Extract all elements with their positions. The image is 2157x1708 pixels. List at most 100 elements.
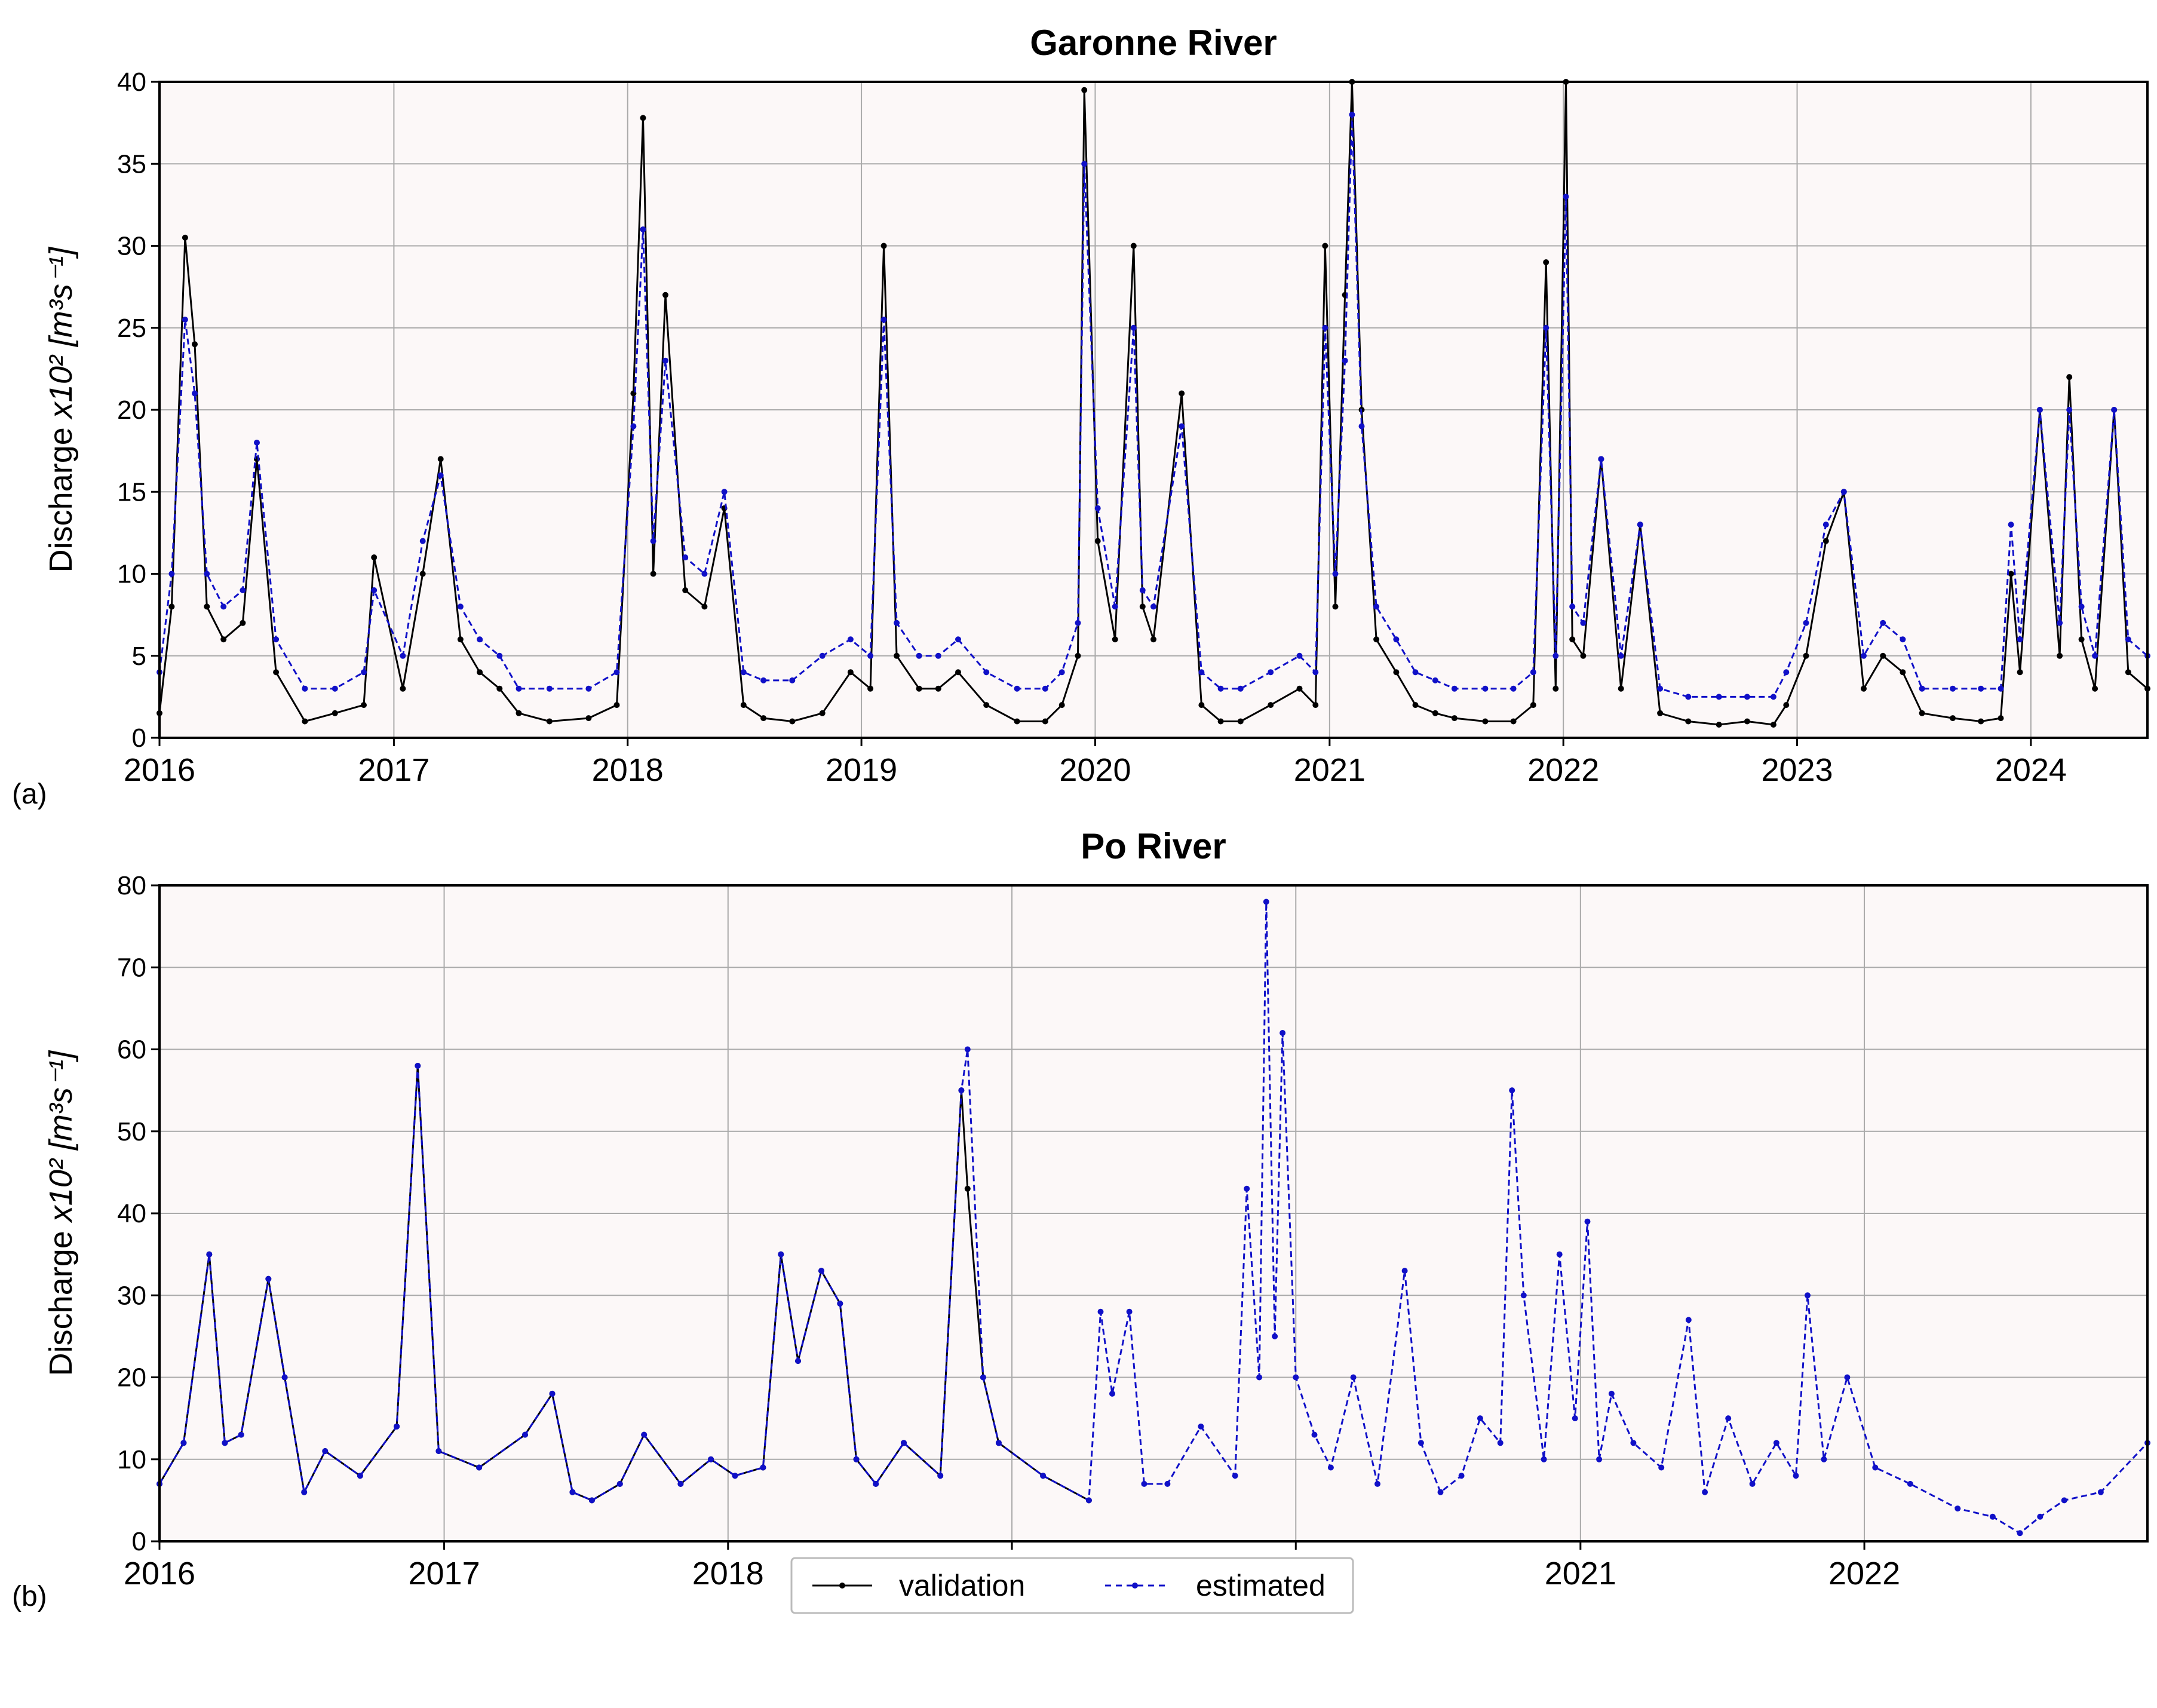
data-point-estimated: [301, 1489, 308, 1495]
data-point-estimated: [1702, 1489, 1708, 1495]
data-point-validation: [1950, 715, 1956, 722]
y-ticks-garonne: 0 5 10 15 20 25 30 35 40: [117, 68, 159, 753]
y-tick-label: 25: [117, 314, 146, 343]
data-point-estimated: [2066, 407, 2073, 413]
data-point-estimated: [585, 685, 592, 692]
data-point-estimated: [873, 1480, 879, 1487]
data-point-estimated: [760, 677, 767, 683]
data-point-validation: [1900, 669, 1906, 676]
data-point-validation: [457, 636, 464, 643]
data-point-estimated: [1584, 1218, 1591, 1225]
x-tick-label: 2018: [592, 752, 664, 788]
data-point-estimated: [1014, 685, 1020, 692]
data-point-estimated: [435, 1448, 442, 1454]
legend-label-validation: validation: [899, 1569, 1025, 1602]
data-point-estimated: [437, 472, 444, 479]
data-point-validation: [760, 715, 767, 722]
data-point-estimated: [549, 1390, 556, 1397]
data-point-validation: [516, 710, 522, 716]
data-point-validation: [1058, 702, 1065, 709]
data-point-estimated: [1497, 1440, 1504, 1446]
data-point-estimated: [1322, 324, 1328, 331]
data-point-validation: [1198, 702, 1205, 709]
data-point-estimated: [2061, 1497, 2067, 1504]
data-point-estimated: [995, 1440, 1002, 1446]
data-point-estimated: [958, 1087, 965, 1094]
data-point-estimated: [2057, 620, 2063, 626]
data-point-estimated: [302, 685, 308, 692]
data-point-estimated: [1217, 685, 1224, 692]
data-point-estimated: [240, 587, 246, 593]
data-point-estimated: [1950, 685, 1956, 692]
data-point-estimated: [1770, 694, 1776, 700]
panel-label-a: (a): [12, 778, 47, 810]
y-tick-label: 10: [117, 560, 146, 589]
data-point-estimated: [1598, 456, 1604, 462]
data-point-validation: [935, 685, 941, 692]
data-point-validation: [1150, 636, 1156, 643]
data-point-estimated: [1543, 324, 1550, 331]
data-point-validation: [1075, 652, 1081, 659]
y-tick-label: 30: [117, 1281, 146, 1310]
data-point-estimated: [613, 669, 620, 676]
data-point-estimated: [1907, 1480, 1913, 1487]
data-point-estimated: [1509, 1087, 1515, 1094]
data-point-estimated: [1872, 1464, 1879, 1471]
data-point-validation: [789, 718, 796, 725]
data-point-validation: [983, 702, 990, 709]
data-point-estimated: [1244, 1185, 1250, 1192]
data-point-validation: [1783, 702, 1790, 709]
data-point-estimated: [662, 357, 668, 364]
data-point-estimated: [640, 226, 646, 232]
data-point-validation: [1393, 669, 1400, 676]
data-point-validation: [419, 571, 426, 577]
data-point-estimated: [1349, 111, 1355, 118]
data-point-estimated: [2017, 1530, 2023, 1537]
data-point-estimated: [630, 423, 637, 430]
series-garonne: [157, 79, 2150, 728]
panel-garonne: 0 5 10 15 20 25 30 35 40 2016 2017 2018 2019 2020 202…: [12, 23, 2150, 810]
data-point-estimated: [732, 1473, 738, 1479]
data-point-estimated: [1608, 1390, 1615, 1397]
data-point-estimated: [361, 669, 367, 676]
data-point-validation: [204, 603, 210, 610]
data-point-estimated: [371, 587, 378, 593]
x-tick-label: 2024: [1995, 752, 2067, 788]
data-point-estimated: [1393, 636, 1400, 643]
data-point-validation: [1322, 243, 1328, 249]
data-point-estimated: [1989, 1513, 1996, 1520]
x-tick-label: 2022: [1828, 1556, 1900, 1592]
data-point-estimated: [1783, 669, 1790, 676]
data-point-estimated: [1179, 423, 1185, 430]
data-point-validation: [182, 234, 188, 241]
data-point-estimated: [916, 652, 922, 659]
x-tick-label: 2017: [408, 1556, 480, 1592]
y-tick-label: 60: [117, 1035, 146, 1065]
data-point-estimated: [964, 1046, 971, 1053]
x-tick-label: 2022: [1527, 752, 1599, 788]
data-point-validation: [964, 1185, 971, 1192]
data-point-validation: [220, 636, 227, 643]
data-point-estimated: [1198, 669, 1205, 676]
data-point-estimated: [1075, 620, 1081, 626]
data-point-estimated: [1232, 1473, 1238, 1479]
data-point-estimated: [1716, 694, 1722, 700]
data-point-estimated: [1109, 1390, 1115, 1397]
data-point-validation: [2092, 685, 2098, 692]
y-tick-label: 30: [117, 232, 146, 261]
legend-marker-validation: [839, 1583, 845, 1589]
data-point-estimated: [1880, 620, 1886, 626]
data-point-estimated: [1998, 685, 2004, 692]
data-point-validation: [1217, 718, 1224, 725]
data-point-validation: [332, 710, 338, 716]
x-tick-label: 2016: [124, 1556, 195, 1592]
legend: validation estimated: [790, 1557, 1354, 1614]
data-point-estimated: [1126, 1308, 1133, 1315]
data-point-estimated: [2092, 652, 2098, 659]
data-point-estimated: [677, 1480, 684, 1487]
data-point-validation: [1042, 718, 1048, 725]
data-point-estimated: [222, 1440, 228, 1446]
data-point-estimated: [795, 1358, 801, 1364]
